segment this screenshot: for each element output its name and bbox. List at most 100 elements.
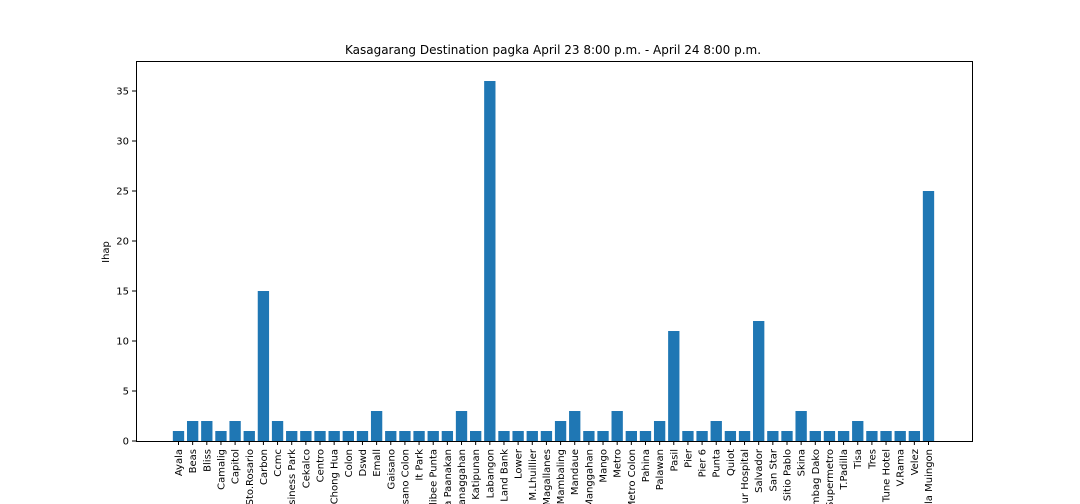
x-tick-label: Metro <box>613 449 624 478</box>
x-tick-label: Mango <box>599 449 610 483</box>
x-tick-label: V.Rama <box>896 449 907 486</box>
bar-tisa <box>852 421 864 441</box>
x-tick-label: Ayala <box>174 449 185 476</box>
x-tick-label: Chong Hua <box>330 449 341 504</box>
bar-katipunan <box>470 431 482 441</box>
bar-business-park <box>286 431 298 441</box>
bar-mango <box>597 431 609 441</box>
bar-t-padilla <box>837 431 850 441</box>
bar-supermetro <box>823 431 836 441</box>
bar-sitio-pablo <box>781 431 793 441</box>
x-tick-label: Carbon <box>259 449 270 485</box>
bar-skina <box>795 411 807 441</box>
y-tick-label: 35 <box>116 87 129 98</box>
bar-lower <box>512 431 524 441</box>
x-tick-label: Sitio Pablo <box>782 449 793 501</box>
bar-punta <box>710 421 722 441</box>
x-tick-label: Palawan <box>655 449 666 490</box>
x-tick-label: Lower <box>514 448 525 479</box>
bar-it-park <box>413 431 425 441</box>
x-tick-label: Salvador <box>754 448 765 493</box>
bar-quiot <box>724 431 737 441</box>
x-tick-label: Centro <box>316 449 327 482</box>
bar-sto-rosario <box>243 431 255 441</box>
bar-beas <box>186 421 199 441</box>
bar-kapihan-sa-paanakan <box>441 431 454 441</box>
x-tick-label: Magallanes <box>542 449 553 504</box>
x-tick-label: Pier <box>683 448 694 468</box>
bar-tres <box>866 431 878 441</box>
bar-gaisano-colon <box>399 431 411 441</box>
x-tick-label: M.Lhuillier <box>528 448 539 500</box>
x-tick-label: Pier 6 <box>698 449 709 477</box>
x-tick-label: Katipunan <box>471 449 482 500</box>
y-tick-label: 20 <box>116 237 129 248</box>
y-axis-ticks: 0 5 10 15 20 25 30 35 <box>116 87 136 448</box>
bar-sambag-dako <box>809 431 821 441</box>
bar-villa-muingon <box>922 191 935 441</box>
bar-dswd <box>356 431 369 441</box>
bar-bliss <box>201 421 213 441</box>
bar-mambaling <box>554 421 567 441</box>
x-tick-label: Punta <box>712 449 723 478</box>
x-tick-label: Pasil <box>669 449 680 471</box>
bar-salvador <box>753 321 765 441</box>
x-tick-label: Dswd <box>358 449 369 476</box>
bar-v-rama <box>894 431 906 441</box>
bar-manggahan <box>583 431 595 441</box>
y-tick-label: 0 <box>123 437 129 448</box>
bar-pier-6 <box>696 431 708 441</box>
plot-frame <box>136 61 973 442</box>
bar-palawan <box>653 421 666 441</box>
bar-capitol <box>229 421 241 441</box>
y-tick-label: 5 <box>123 387 129 398</box>
x-tick-label: Tune Hotel <box>882 449 893 503</box>
x-tick-label: Beas <box>188 449 199 473</box>
x-tick-label: Mandaue <box>570 449 581 495</box>
chart-title: Kasagarang Destination pagka April 23 8:… <box>345 43 761 57</box>
x-tick-label: Perpetual Succour Hospital <box>740 449 751 504</box>
x-tick-label: Sto.Rosario <box>245 449 256 504</box>
bar-labangon <box>484 81 496 441</box>
bar-mandaue <box>569 411 581 441</box>
bar-pasil <box>668 331 680 441</box>
bar-land-bank <box>498 431 510 441</box>
x-tick-label: Gaisano Colon <box>400 449 411 504</box>
x-axis-labels: Ayala Beas Bliss Camalig Capitol Sto.Rosario C… <box>174 448 935 504</box>
x-tick-label: Camalig <box>216 449 227 490</box>
x-tick-label: Colon <box>344 449 355 477</box>
bars <box>172 81 935 441</box>
x-tick-label: Sambag Dako <box>811 449 822 504</box>
x-tick-label: Villa Muingon <box>924 449 935 504</box>
bar-chong-hua <box>328 431 340 441</box>
bar-ayala <box>172 431 185 441</box>
y-axis-title: Ihap <box>101 241 112 263</box>
bar-cekalco <box>300 431 312 441</box>
x-tick-label: Gaisano <box>386 449 397 489</box>
bar-jollibee-punta <box>427 431 439 441</box>
y-tick-label: 15 <box>116 287 129 298</box>
x-tick-label: Emall <box>372 449 383 477</box>
x-tick-label: Kapihan sa Paanakan <box>443 449 454 504</box>
bar-pier <box>682 431 694 441</box>
x-tick-label: Land Bank <box>499 449 510 502</box>
y-tick-label: 30 <box>116 137 129 148</box>
x-tick-label: Manggahan <box>584 449 595 504</box>
y-tick-label: 10 <box>116 337 129 348</box>
x-tick-label: Bliss <box>202 449 213 472</box>
bar-emall <box>370 411 383 441</box>
bar-colon <box>342 431 354 441</box>
bar-tune-hotel <box>880 431 892 441</box>
bar-magallanes <box>540 431 553 441</box>
bar-san-star <box>767 431 779 441</box>
bar-ccmc <box>271 421 284 441</box>
bar-camalig <box>215 431 227 441</box>
x-tick-label: Capitol <box>231 449 242 484</box>
x-tick-label: Mambaling <box>556 449 567 504</box>
bar-gaisano <box>385 431 397 441</box>
bar-carbon <box>257 291 270 441</box>
x-tick-label: Tres <box>867 449 878 470</box>
x-tick-label: San Star <box>768 448 779 491</box>
x-tick-label: Labangon <box>485 449 496 498</box>
